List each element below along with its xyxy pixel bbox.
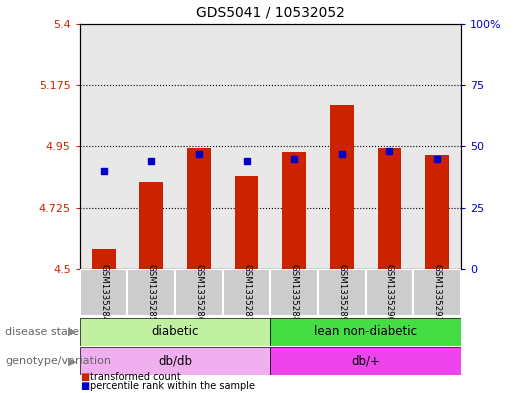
Text: GSM1335289: GSM1335289	[337, 264, 346, 322]
Text: GSM1335290: GSM1335290	[385, 264, 394, 322]
Text: GSM1335288: GSM1335288	[290, 264, 299, 322]
Bar	[222, 269, 270, 316]
Bar	[425, 154, 449, 269]
Text: db/db: db/db	[158, 354, 192, 368]
Bar	[377, 148, 401, 269]
Text: GSM1335285: GSM1335285	[147, 264, 156, 322]
Text: diabetic: diabetic	[151, 325, 199, 338]
Bar	[413, 269, 461, 316]
Bar	[270, 347, 461, 375]
Text: GSM1335291: GSM1335291	[433, 264, 441, 322]
Bar	[318, 269, 366, 316]
Text: GSM1335287: GSM1335287	[242, 264, 251, 322]
Text: disease state: disease state	[5, 327, 79, 337]
Bar	[128, 269, 175, 316]
Bar	[366, 269, 413, 316]
Text: percentile rank within the sample: percentile rank within the sample	[90, 381, 255, 391]
Bar	[80, 269, 128, 316]
Text: transformed count: transformed count	[90, 372, 181, 382]
Bar	[330, 105, 354, 269]
Bar	[80, 318, 270, 346]
Text: ■: ■	[80, 381, 89, 391]
Bar	[175, 269, 222, 316]
Bar	[80, 347, 270, 375]
Text: genotype/variation: genotype/variation	[5, 356, 111, 366]
Bar	[92, 249, 115, 269]
Bar	[282, 152, 306, 269]
Text: ▶: ▶	[67, 356, 76, 366]
Text: GSM1335286: GSM1335286	[195, 264, 203, 322]
Bar	[187, 148, 211, 269]
Bar	[270, 318, 461, 346]
Text: ■: ■	[80, 372, 89, 382]
Bar	[235, 176, 259, 269]
Bar	[140, 182, 163, 269]
Bar	[270, 269, 318, 316]
Text: db/+: db/+	[351, 354, 380, 368]
Text: ▶: ▶	[67, 327, 76, 337]
Text: GSM1335284: GSM1335284	[99, 264, 108, 322]
Text: lean non-diabetic: lean non-diabetic	[314, 325, 417, 338]
Title: GDS5041 / 10532052: GDS5041 / 10532052	[196, 6, 345, 20]
